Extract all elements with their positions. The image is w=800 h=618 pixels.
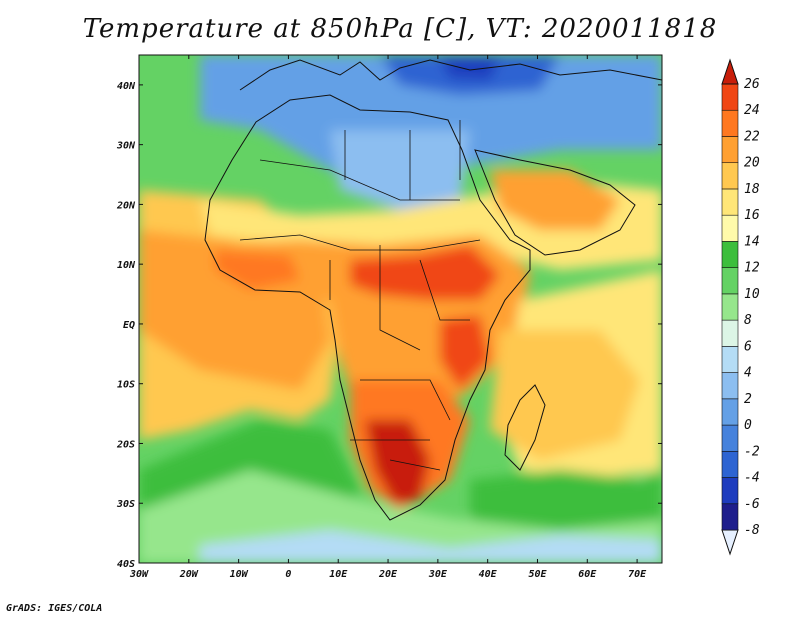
lon-tick-label: 30W bbox=[129, 569, 149, 580]
colorbar-label: -8 bbox=[744, 523, 760, 538]
country-borders-central bbox=[239, 234, 481, 471]
colorbar-label: 12 bbox=[744, 261, 760, 276]
lon-tick-label: 0 bbox=[285, 569, 291, 580]
colorbar-segment bbox=[721, 109, 739, 137]
africa-coastline bbox=[204, 94, 531, 521]
colorbar-segment bbox=[721, 372, 739, 400]
lat-tick-label: 20N bbox=[116, 200, 136, 211]
field-east-africa-red bbox=[440, 315, 490, 390]
lat-tick-label: 10S bbox=[117, 380, 135, 391]
field-central-red bbox=[350, 245, 500, 300]
field-indian-green bbox=[470, 470, 662, 530]
colorbar-segment bbox=[721, 241, 739, 268]
map-axis-ticks: 30W 20W 10W 0 10E 20E 30E 40E 50E 60E 70E 40N 30N 20N… bbox=[116, 55, 662, 580]
colorbar-segment bbox=[721, 267, 739, 295]
colorbar-label: 4 bbox=[744, 366, 752, 381]
colorbar-segment bbox=[721, 293, 739, 321]
colorbar-label: 20 bbox=[744, 156, 760, 171]
colorbar-segment bbox=[721, 424, 739, 452]
lon-tick-label: 50E bbox=[528, 569, 547, 580]
lon-tick-label: 10W bbox=[230, 569, 249, 580]
europe-coastline bbox=[239, 59, 662, 91]
colorbar-label: 10 bbox=[744, 287, 760, 302]
field-cyan-south bbox=[200, 530, 662, 563]
map-frame bbox=[138, 54, 663, 564]
colorbar-label: -6 bbox=[744, 497, 760, 512]
field-indian-orange bbox=[490, 330, 640, 460]
colorbar-label: 0 bbox=[744, 418, 752, 433]
lat-tick-label: 30S bbox=[116, 499, 135, 510]
lon-tick-label: 20E bbox=[378, 569, 398, 580]
colorbar-label: 24 bbox=[744, 103, 760, 118]
colorbar-segment bbox=[721, 136, 739, 164]
colorbar-label: 16 bbox=[744, 208, 760, 223]
field-lightblue-north bbox=[330, 130, 470, 210]
lon-tick-label: 10E bbox=[329, 569, 348, 580]
colorbar-label: 18 bbox=[744, 182, 760, 197]
field-southern-red bbox=[365, 420, 430, 505]
lon-tick-label: 20W bbox=[179, 569, 199, 580]
temperature-field bbox=[139, 55, 662, 563]
colorbar-label: -2 bbox=[744, 444, 760, 459]
field-arabia-orange bbox=[490, 170, 620, 230]
colorbar-segment bbox=[721, 188, 739, 216]
colorbar-label: 14 bbox=[744, 234, 760, 249]
colorbar-segment bbox=[721, 477, 739, 505]
arabia-coastline bbox=[474, 149, 636, 256]
field-cold-core bbox=[440, 58, 500, 80]
lat-tick-label: 40S bbox=[117, 559, 135, 570]
coastlines bbox=[204, 59, 662, 521]
colorbar-label: 6 bbox=[744, 339, 752, 354]
colorbar-segment bbox=[721, 450, 739, 478]
lat-tick-label: 10N bbox=[117, 260, 136, 271]
colorbar-label: 22 bbox=[744, 129, 760, 144]
colorbar-label: 8 bbox=[744, 313, 752, 328]
country-borders-north bbox=[259, 120, 461, 201]
lon-tick-label: 30E bbox=[428, 569, 448, 580]
lon-tick-label: 60E bbox=[578, 569, 597, 580]
field-west-red bbox=[215, 250, 300, 290]
lat-tick-label: 40N bbox=[117, 81, 136, 92]
lat-tick-label: 20S bbox=[116, 439, 135, 450]
colorbar-label: 2 bbox=[744, 392, 752, 407]
map-title: Temperature at 850hPa [C], VT: 202001181… bbox=[82, 14, 718, 44]
colorbar-segment bbox=[721, 346, 739, 373]
colorbar-segment bbox=[721, 503, 739, 531]
lon-tick-label: 70E bbox=[628, 569, 647, 580]
grads-credit: GrADS: IGES/COLA bbox=[6, 603, 103, 614]
lat-tick-label: 30N bbox=[116, 141, 136, 152]
field-blue-mediterranean bbox=[200, 55, 662, 200]
lon-tick-label: 40E bbox=[479, 569, 498, 580]
colorbar-label: -4 bbox=[744, 471, 760, 486]
colorbar-label: 26 bbox=[744, 77, 760, 92]
colorbar-segment bbox=[721, 214, 739, 242]
colorbar-segment bbox=[721, 83, 739, 111]
madagascar-coastline bbox=[504, 384, 546, 471]
colorbar-max-triangle bbox=[721, 58, 739, 85]
colorbar-segment bbox=[721, 319, 739, 347]
colorbar-segment bbox=[721, 162, 739, 190]
lat-tick-label: EQ bbox=[123, 320, 135, 331]
colorbar-min-triangle bbox=[721, 529, 739, 556]
colorbar-segment bbox=[721, 398, 739, 426]
